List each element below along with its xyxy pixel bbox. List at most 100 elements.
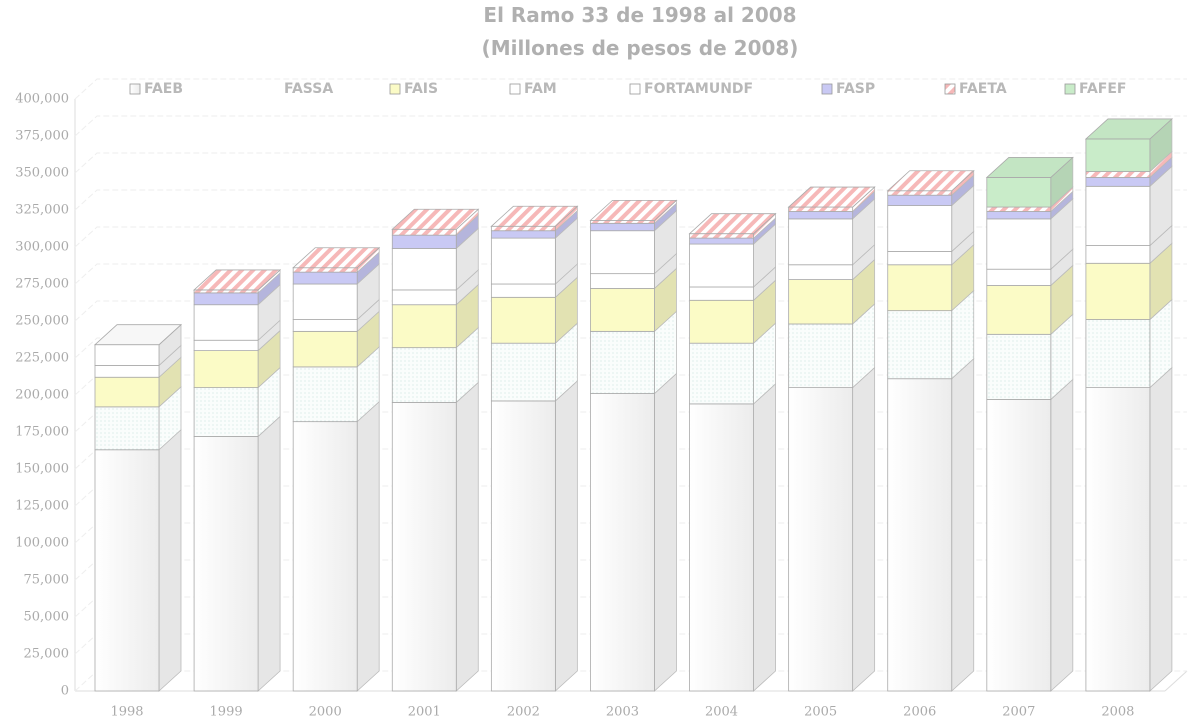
bar-segment xyxy=(490,283,556,298)
bar-segment xyxy=(986,177,1052,208)
floor-edge xyxy=(1164,670,1188,692)
grid-line xyxy=(74,115,1187,137)
bar-segment xyxy=(590,330,655,394)
bar-segment xyxy=(490,230,556,239)
bar-segment xyxy=(391,228,457,236)
bar-top xyxy=(93,324,183,346)
bar-segment xyxy=(689,342,754,405)
bar-segment xyxy=(490,225,556,232)
bar-segment xyxy=(292,366,358,423)
y-tick-label: 150,000 xyxy=(15,462,69,477)
bar-top xyxy=(589,199,678,221)
bar-segment xyxy=(887,205,953,252)
bar-segment xyxy=(788,211,854,220)
y-tick-label: 0 xyxy=(61,684,69,699)
bar-segment xyxy=(590,230,655,275)
bar-segment xyxy=(788,264,854,280)
x-tick-label: 2008 xyxy=(1101,705,1134,717)
y-tick-label: 325,000 xyxy=(15,203,69,218)
bar-side xyxy=(654,372,677,692)
bar-side xyxy=(554,380,578,692)
bar-segment xyxy=(391,234,457,249)
bar-segment xyxy=(391,248,457,291)
x-tick-label: 1999 xyxy=(210,705,243,717)
y-tick-label: 75,000 xyxy=(24,573,70,588)
bar-segment xyxy=(986,333,1052,400)
bar-top xyxy=(292,247,381,269)
bar-top xyxy=(688,213,777,235)
bar-segment xyxy=(986,285,1052,335)
bar-segment xyxy=(887,310,953,380)
bar-top xyxy=(1084,118,1173,140)
bar-segment xyxy=(1085,262,1151,320)
y-tick-label: 125,000 xyxy=(15,499,69,514)
bar-segment xyxy=(490,296,556,344)
bar-segment xyxy=(887,190,953,196)
bar-segment xyxy=(193,339,259,351)
x-tick-label: 2003 xyxy=(606,705,639,717)
bar-segment xyxy=(590,273,655,289)
bar-segment xyxy=(490,342,556,402)
legend-swatch xyxy=(509,83,521,95)
bar-side xyxy=(158,428,182,692)
bar-segment xyxy=(94,376,160,408)
bar-segment xyxy=(292,330,358,368)
bar-side xyxy=(1149,366,1173,692)
bar-side xyxy=(951,357,975,692)
bar-segment xyxy=(986,211,1052,220)
bar-side xyxy=(1050,378,1074,692)
bar-segment xyxy=(887,194,953,206)
y-tick-label: 250,000 xyxy=(15,314,69,329)
bar-top xyxy=(490,205,579,227)
bar-segment xyxy=(689,286,754,301)
legend-swatch xyxy=(629,83,641,95)
bar-segment xyxy=(193,304,259,341)
bar-segment xyxy=(292,271,358,285)
bar-segment xyxy=(788,387,854,692)
x-tick-label: 2006 xyxy=(903,705,936,717)
bar-segment xyxy=(986,268,1052,286)
bar-segment xyxy=(590,393,655,692)
bar-side xyxy=(257,415,281,692)
bar-segment xyxy=(788,218,854,266)
bar-side xyxy=(753,382,776,692)
y-tick-label: 200,000 xyxy=(15,388,69,403)
x-tick-label: 2004 xyxy=(705,705,738,717)
y-tick-label: 50,000 xyxy=(24,610,70,625)
bar-segment xyxy=(788,279,854,325)
bar-segment xyxy=(193,436,259,692)
bar-segment xyxy=(887,378,953,692)
bar-segment xyxy=(193,289,259,294)
y-tick-label: 375,000 xyxy=(15,129,69,144)
bar-segment xyxy=(1085,319,1151,388)
bar-segment xyxy=(292,283,358,320)
bar-top xyxy=(886,170,975,192)
bar-segment xyxy=(193,387,259,437)
bar-segment xyxy=(193,350,259,389)
legend-swatch xyxy=(389,83,401,95)
legend-label: FASP xyxy=(836,81,875,97)
legend-swatch xyxy=(1064,83,1076,95)
legend-swatch xyxy=(944,83,956,95)
grid-line xyxy=(74,152,1187,174)
bar-segment xyxy=(193,292,259,306)
bar-segment xyxy=(94,406,160,451)
y-tick-label: 300,000 xyxy=(15,240,69,255)
legend-label: FASSA xyxy=(284,81,333,97)
x-tick-label: 1998 xyxy=(110,705,143,717)
bar-segment xyxy=(1085,245,1151,264)
y-tick-label: 275,000 xyxy=(15,277,69,292)
bar-segment xyxy=(1085,185,1151,246)
bar-segment xyxy=(1085,177,1151,187)
bar-top xyxy=(985,157,1074,178)
x-tick-label: 2002 xyxy=(507,705,540,717)
y-tick-label: 100,000 xyxy=(15,536,69,551)
bar-segment xyxy=(986,399,1052,692)
y-tick-label: 400,000 xyxy=(15,92,69,107)
bar-side xyxy=(455,381,479,692)
bar-segment xyxy=(391,347,457,403)
bar-segment xyxy=(490,237,556,285)
y-tick-label: 25,000 xyxy=(24,647,70,662)
chart-title: El Ramo 33 de 1998 al 2008 xyxy=(483,3,796,27)
